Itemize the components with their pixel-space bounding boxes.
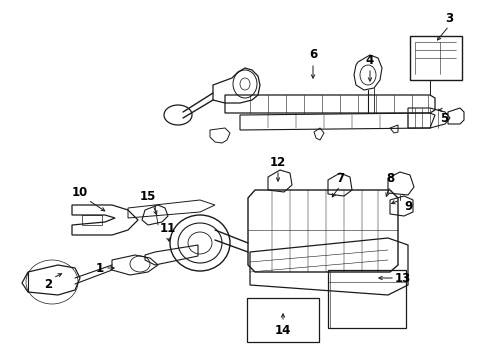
Text: 5: 5 bbox=[440, 112, 448, 125]
Bar bbox=[328, 270, 406, 328]
Text: 12: 12 bbox=[270, 157, 286, 170]
Bar bbox=[410, 36, 462, 80]
Text: 2: 2 bbox=[44, 279, 52, 292]
Text: 7: 7 bbox=[336, 171, 344, 184]
Text: 10: 10 bbox=[72, 185, 88, 198]
Text: 3: 3 bbox=[445, 12, 453, 24]
Text: 8: 8 bbox=[386, 171, 394, 184]
Text: 13: 13 bbox=[395, 271, 411, 284]
Text: 4: 4 bbox=[366, 54, 374, 67]
Text: 9: 9 bbox=[404, 201, 412, 213]
Bar bbox=[247, 298, 319, 342]
Text: 6: 6 bbox=[309, 49, 317, 62]
Text: 14: 14 bbox=[275, 324, 291, 337]
Text: 1: 1 bbox=[96, 261, 104, 274]
Text: 15: 15 bbox=[140, 190, 156, 203]
Text: 11: 11 bbox=[160, 221, 176, 234]
